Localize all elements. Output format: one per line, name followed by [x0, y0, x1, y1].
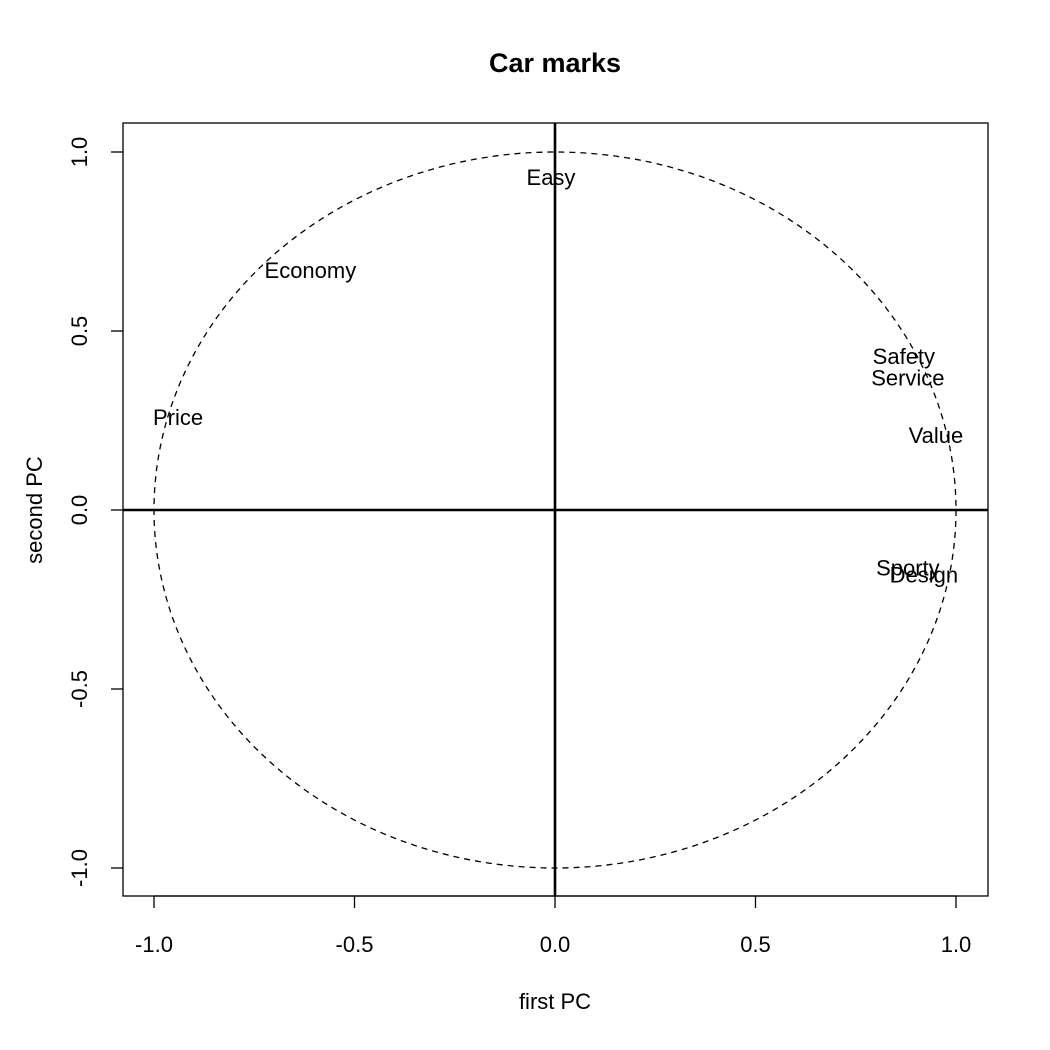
point-label-sporty: Sporty	[876, 555, 940, 580]
point-label-price: Price	[153, 405, 203, 430]
y-tick-label: 0.5	[67, 316, 92, 347]
point-label-value: Value	[909, 423, 964, 448]
x-tick-label: 0.0	[540, 932, 571, 957]
x-tick-label: 0.5	[740, 932, 771, 957]
x-tick-label: 1.0	[941, 932, 972, 957]
y-tick-label: -0.5	[67, 670, 92, 708]
point-label-design: Design	[890, 562, 958, 587]
point-label-safety: Safety	[873, 344, 935, 369]
chart-title: Car marks	[489, 48, 621, 78]
x-tick-label: -1.0	[135, 932, 173, 957]
x-axis-label: first PC	[519, 989, 591, 1014]
y-tick-label: 0.0	[67, 495, 92, 526]
y-axis-label: second PC	[22, 456, 47, 564]
y-tick-label: -1.0	[67, 849, 92, 887]
point-label-economy: Economy	[265, 258, 357, 283]
x-tick-label: -0.5	[336, 932, 374, 957]
y-tick-label: 1.0	[67, 137, 92, 168]
point-label-service: Service	[871, 366, 944, 391]
point-label-easy: Easy	[527, 165, 576, 190]
